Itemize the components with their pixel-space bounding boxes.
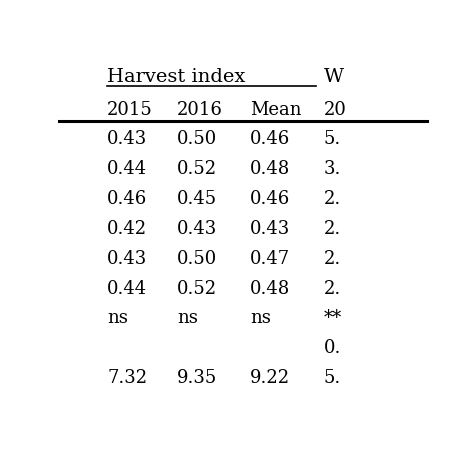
Text: ns: ns xyxy=(177,310,198,328)
Text: 0.43: 0.43 xyxy=(107,130,147,148)
Text: 0.48: 0.48 xyxy=(250,280,291,298)
Text: 0.52: 0.52 xyxy=(177,160,217,178)
Text: 9.22: 9.22 xyxy=(250,369,291,387)
Text: ns: ns xyxy=(107,310,128,328)
Text: 2.: 2. xyxy=(324,190,341,208)
Text: 0.50: 0.50 xyxy=(177,130,217,148)
Text: 0.47: 0.47 xyxy=(250,250,291,268)
Text: 2.: 2. xyxy=(324,250,341,268)
Text: 2.: 2. xyxy=(324,280,341,298)
Text: 0.46: 0.46 xyxy=(250,190,291,208)
Text: ns: ns xyxy=(250,310,271,328)
Text: 0.45: 0.45 xyxy=(177,190,217,208)
Text: **: ** xyxy=(324,310,342,328)
Text: 0.: 0. xyxy=(324,339,341,357)
Text: 0.48: 0.48 xyxy=(250,160,291,178)
Text: 2016: 2016 xyxy=(177,100,223,118)
Text: W: W xyxy=(324,68,344,86)
Text: 0.44: 0.44 xyxy=(107,280,147,298)
Text: Harvest index: Harvest index xyxy=(107,68,246,86)
Text: 0.43: 0.43 xyxy=(250,219,291,237)
Text: 5.: 5. xyxy=(324,130,341,148)
Text: 9.35: 9.35 xyxy=(177,369,217,387)
Text: 3.: 3. xyxy=(324,160,341,178)
Text: 0.52: 0.52 xyxy=(177,280,217,298)
Text: 7.32: 7.32 xyxy=(107,369,147,387)
Text: Mean: Mean xyxy=(250,100,302,118)
Text: 0.46: 0.46 xyxy=(250,130,291,148)
Text: 0.43: 0.43 xyxy=(177,219,217,237)
Text: 0.43: 0.43 xyxy=(107,250,147,268)
Text: 20: 20 xyxy=(324,100,346,118)
Text: 2.: 2. xyxy=(324,219,341,237)
Text: 0.50: 0.50 xyxy=(177,250,217,268)
Text: 5.: 5. xyxy=(324,369,341,387)
Text: 0.42: 0.42 xyxy=(107,219,147,237)
Text: 2015: 2015 xyxy=(107,100,153,118)
Text: 0.44: 0.44 xyxy=(107,160,147,178)
Text: 0.46: 0.46 xyxy=(107,190,147,208)
